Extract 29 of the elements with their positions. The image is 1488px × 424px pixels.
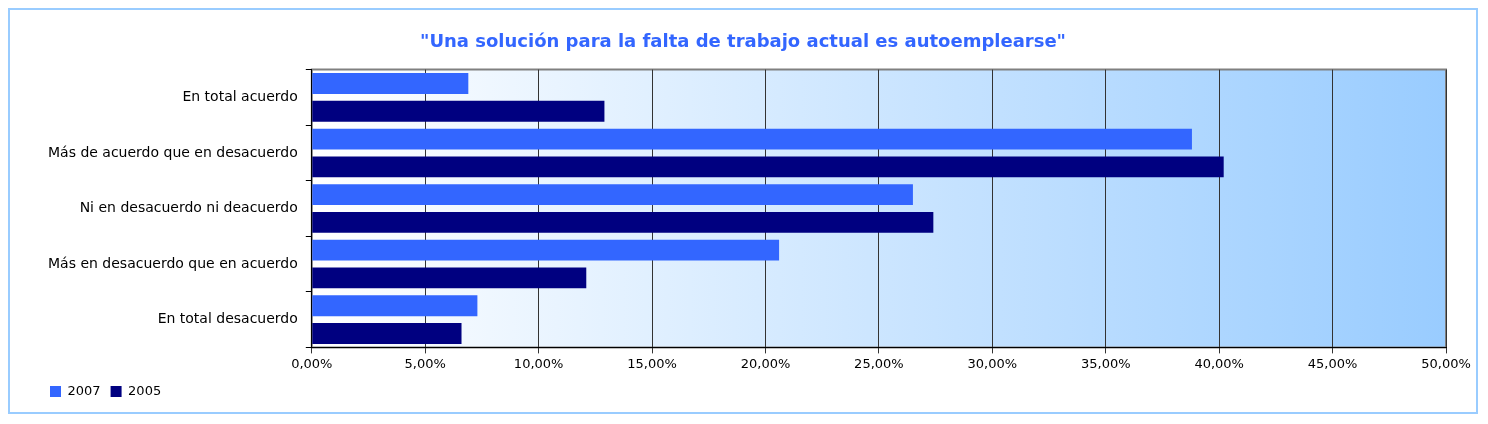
y-tick-label: Más en desacuerdo que en acuerdo bbox=[48, 254, 298, 271]
x-tick-label: 25,00% bbox=[854, 355, 904, 371]
bar bbox=[312, 211, 934, 233]
y-tick-label: Más de acuerdo que en desacuerdo bbox=[47, 143, 298, 160]
y-tick-label: Ni en desacuerdo ni deacuerdo bbox=[79, 199, 298, 216]
bar bbox=[312, 156, 1224, 178]
bar bbox=[312, 295, 478, 317]
x-tick-label: 15,00% bbox=[627, 355, 677, 371]
x-tick-label: 0,00% bbox=[291, 355, 333, 371]
x-tick-label: 20,00% bbox=[740, 355, 791, 371]
y-tick-label: En total acuerdo bbox=[182, 88, 298, 105]
x-tick-label: 30,00% bbox=[967, 355, 1018, 371]
bar bbox=[312, 323, 462, 344]
x-tick-label: 45,00% bbox=[1307, 355, 1358, 371]
legend-label: 2007 bbox=[67, 382, 101, 398]
x-tick-label: 10,00% bbox=[513, 355, 564, 371]
bar bbox=[312, 239, 780, 261]
chart-title: "Una solución para la falta de trabajo actual es autoemplearse" bbox=[420, 30, 1066, 52]
legend-label: 2005 bbox=[128, 382, 162, 398]
x-tick-label: 50,00% bbox=[1421, 355, 1471, 371]
bar bbox=[312, 184, 913, 206]
bar bbox=[312, 267, 587, 289]
y-tick-label: En total desacuerdo bbox=[157, 310, 298, 327]
x-tick-label: 5,00% bbox=[404, 355, 446, 371]
bar bbox=[312, 73, 469, 94]
x-tick-label: 35,00% bbox=[1080, 355, 1131, 371]
bar bbox=[312, 100, 605, 122]
bar bbox=[312, 128, 1192, 150]
x-tick-label: 40,00% bbox=[1194, 355, 1244, 371]
